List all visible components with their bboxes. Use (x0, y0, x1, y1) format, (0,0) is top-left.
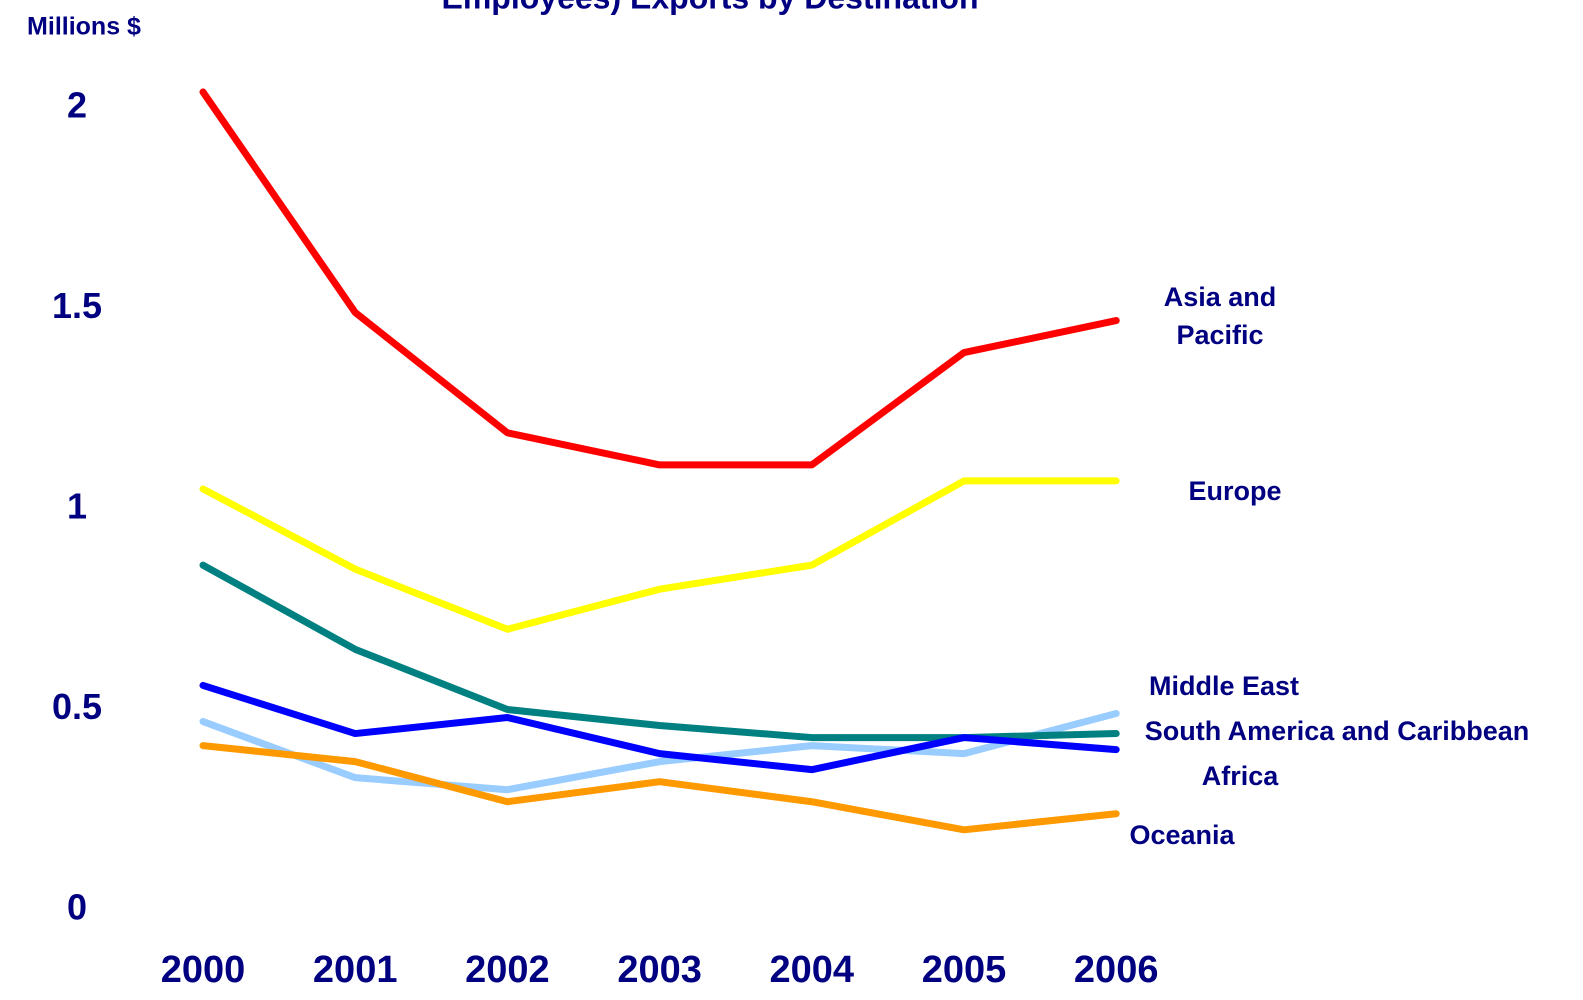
x-tick-label: 2003 (617, 949, 702, 991)
y-tick-label: 0.5 (52, 686, 102, 727)
series-label: Asia and Pacific (1163, 282, 1277, 350)
series-label: South America and Caribbean (1144, 716, 1530, 746)
y-tick-label: 1.5 (52, 285, 102, 326)
x-tick-label: 2005 (922, 949, 1007, 991)
series-line (199, 681, 1120, 774)
series-label: Africa (1201, 761, 1279, 791)
x-tick-label: 2000 (161, 949, 246, 991)
series-line (199, 710, 1120, 794)
x-tick-label: 2006 (1074, 949, 1159, 991)
series-line (199, 477, 1120, 633)
chart-title: Employees) Exports by Destination (441, 0, 978, 15)
y-axis-label: Millions $ (27, 13, 141, 41)
y-tick-label: 2 (67, 85, 87, 126)
y-tick-label: 1 (67, 486, 87, 527)
series-label: Middle East (1148, 671, 1300, 701)
x-tick-label: 2001 (313, 949, 398, 991)
x-tick-label: 2002 (465, 949, 550, 991)
series-line (199, 88, 1120, 469)
series-line (199, 742, 1120, 834)
y-tick-label: 0 (67, 887, 87, 928)
x-tick-label: 2004 (770, 949, 855, 991)
series-label: Oceania (1129, 820, 1235, 850)
series-label: Europe (1188, 476, 1282, 506)
